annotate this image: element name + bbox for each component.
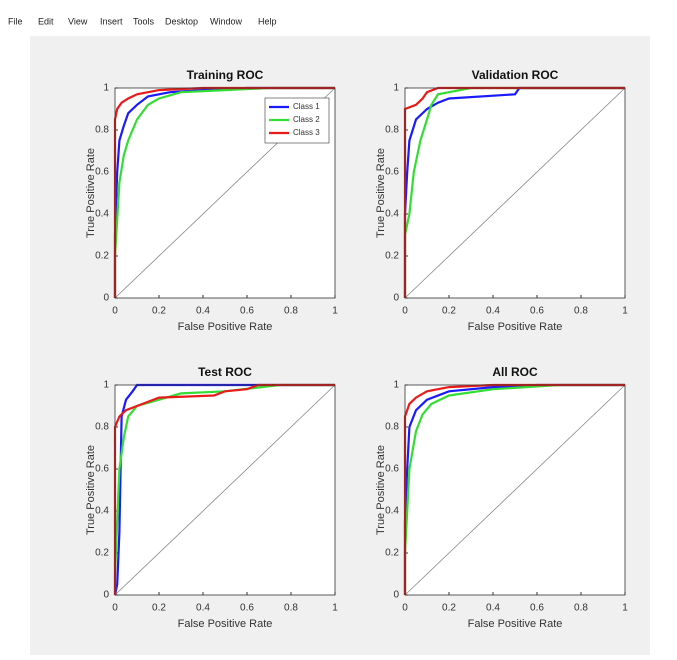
x-tick-label: 1	[622, 306, 628, 317]
menu-item[interactable]: Edit	[38, 16, 54, 26]
y-axis-label: True Positive Rate	[375, 148, 387, 238]
y-tick-label: 0.6	[95, 167, 109, 178]
y-tick-label: 0.4	[385, 209, 399, 220]
menu-item[interactable]: Help	[258, 16, 277, 26]
y-tick-label: 1	[393, 380, 399, 391]
x-tick-label: 0.6	[240, 306, 254, 317]
y-tick-label: 0.2	[95, 251, 109, 262]
roc-curve	[403, 383, 625, 595]
y-tick-label: 0	[103, 293, 109, 304]
y-tick-label: 0.6	[385, 464, 399, 475]
menu-item[interactable]: Window	[210, 16, 243, 26]
x-axis-label: False Positive Rate	[468, 618, 563, 630]
axes-box	[114, 384, 336, 596]
x-tick-label: 0.4	[196, 603, 210, 614]
x-tick-label: 0	[402, 306, 408, 317]
y-axis-label: True Positive Rate	[85, 148, 97, 238]
y-tick-label: 0.2	[385, 251, 399, 262]
y-tick-label: 0.8	[385, 125, 399, 136]
legend-label: Class 2	[293, 115, 320, 124]
y-tick-label: 0.6	[385, 167, 399, 178]
y-tick-label: 0	[103, 590, 109, 601]
y-axis-label: True Positive Rate	[375, 445, 387, 535]
axes-box	[404, 87, 626, 299]
x-tick-label: 0.8	[574, 603, 588, 614]
chart-title: Validation ROC	[472, 68, 559, 82]
reference-diagonal	[404, 87, 626, 299]
y-tick-label: 0.4	[95, 506, 109, 517]
menu-item[interactable]: Desktop	[165, 16, 198, 26]
reference-diagonal	[114, 384, 336, 596]
x-tick-label: 0.4	[196, 306, 210, 317]
menu-item[interactable]: File	[8, 16, 23, 26]
y-axis-label: True Positive Rate	[85, 445, 97, 535]
y-tick-label: 0.6	[95, 464, 109, 475]
y-tick-label: 0.8	[95, 125, 109, 136]
x-tick-label: 0.4	[486, 603, 500, 614]
menu-item[interactable]: Tools	[133, 16, 155, 26]
chart-title: Training ROC	[187, 68, 264, 82]
y-tick-label: 1	[103, 83, 109, 94]
y-tick-label: 0	[393, 293, 399, 304]
y-tick-label: 0	[393, 590, 399, 601]
roc-curve	[403, 86, 625, 298]
legend-label: Class 1	[293, 102, 320, 111]
menu-bar	[0, 0, 677, 36]
roc-curve	[113, 86, 335, 298]
axes-box	[404, 384, 626, 596]
menu-item[interactable]: Insert	[100, 16, 123, 26]
x-axis-label: False Positive Rate	[178, 321, 273, 333]
x-tick-label: 1	[332, 603, 338, 614]
x-tick-label: 0.8	[574, 306, 588, 317]
x-tick-label: 0	[112, 603, 118, 614]
y-tick-label: 0.8	[385, 422, 399, 433]
axes-box	[114, 87, 336, 299]
y-tick-label: 0.4	[385, 506, 399, 517]
x-tick-label: 1	[332, 306, 338, 317]
menu-item[interactable]: View	[68, 16, 88, 26]
x-tick-label: 0.6	[530, 306, 544, 317]
x-tick-label: 0.2	[442, 603, 456, 614]
chart-title: Test ROC	[198, 365, 252, 379]
roc-curve	[113, 383, 335, 595]
y-tick-label: 0.2	[385, 548, 399, 559]
x-tick-label: 1	[622, 603, 628, 614]
roc-curve	[403, 86, 625, 298]
x-tick-label: 0.4	[486, 306, 500, 317]
x-tick-label: 0.8	[284, 306, 298, 317]
x-axis-label: False Positive Rate	[178, 618, 273, 630]
x-tick-label: 0.2	[152, 603, 166, 614]
y-tick-label: 1	[393, 83, 399, 94]
roc-curve	[113, 383, 335, 596]
x-tick-label: 0.6	[240, 603, 254, 614]
y-tick-label: 1	[103, 380, 109, 391]
y-tick-label: 0.2	[95, 548, 109, 559]
y-tick-label: 0.4	[95, 209, 109, 220]
roc-curve	[113, 86, 335, 298]
y-tick-label: 0.8	[95, 422, 109, 433]
legend-label: Class 3	[293, 128, 320, 137]
chart-title: All ROC	[492, 365, 538, 379]
x-tick-label: 0.6	[530, 603, 544, 614]
x-axis-label: False Positive Rate	[468, 321, 563, 333]
x-tick-label: 0.8	[284, 603, 298, 614]
reference-diagonal	[404, 384, 626, 596]
x-tick-label: 0.2	[152, 306, 166, 317]
x-tick-label: 0	[112, 306, 118, 317]
x-tick-label: 0.2	[442, 306, 456, 317]
x-tick-label: 0	[402, 603, 408, 614]
